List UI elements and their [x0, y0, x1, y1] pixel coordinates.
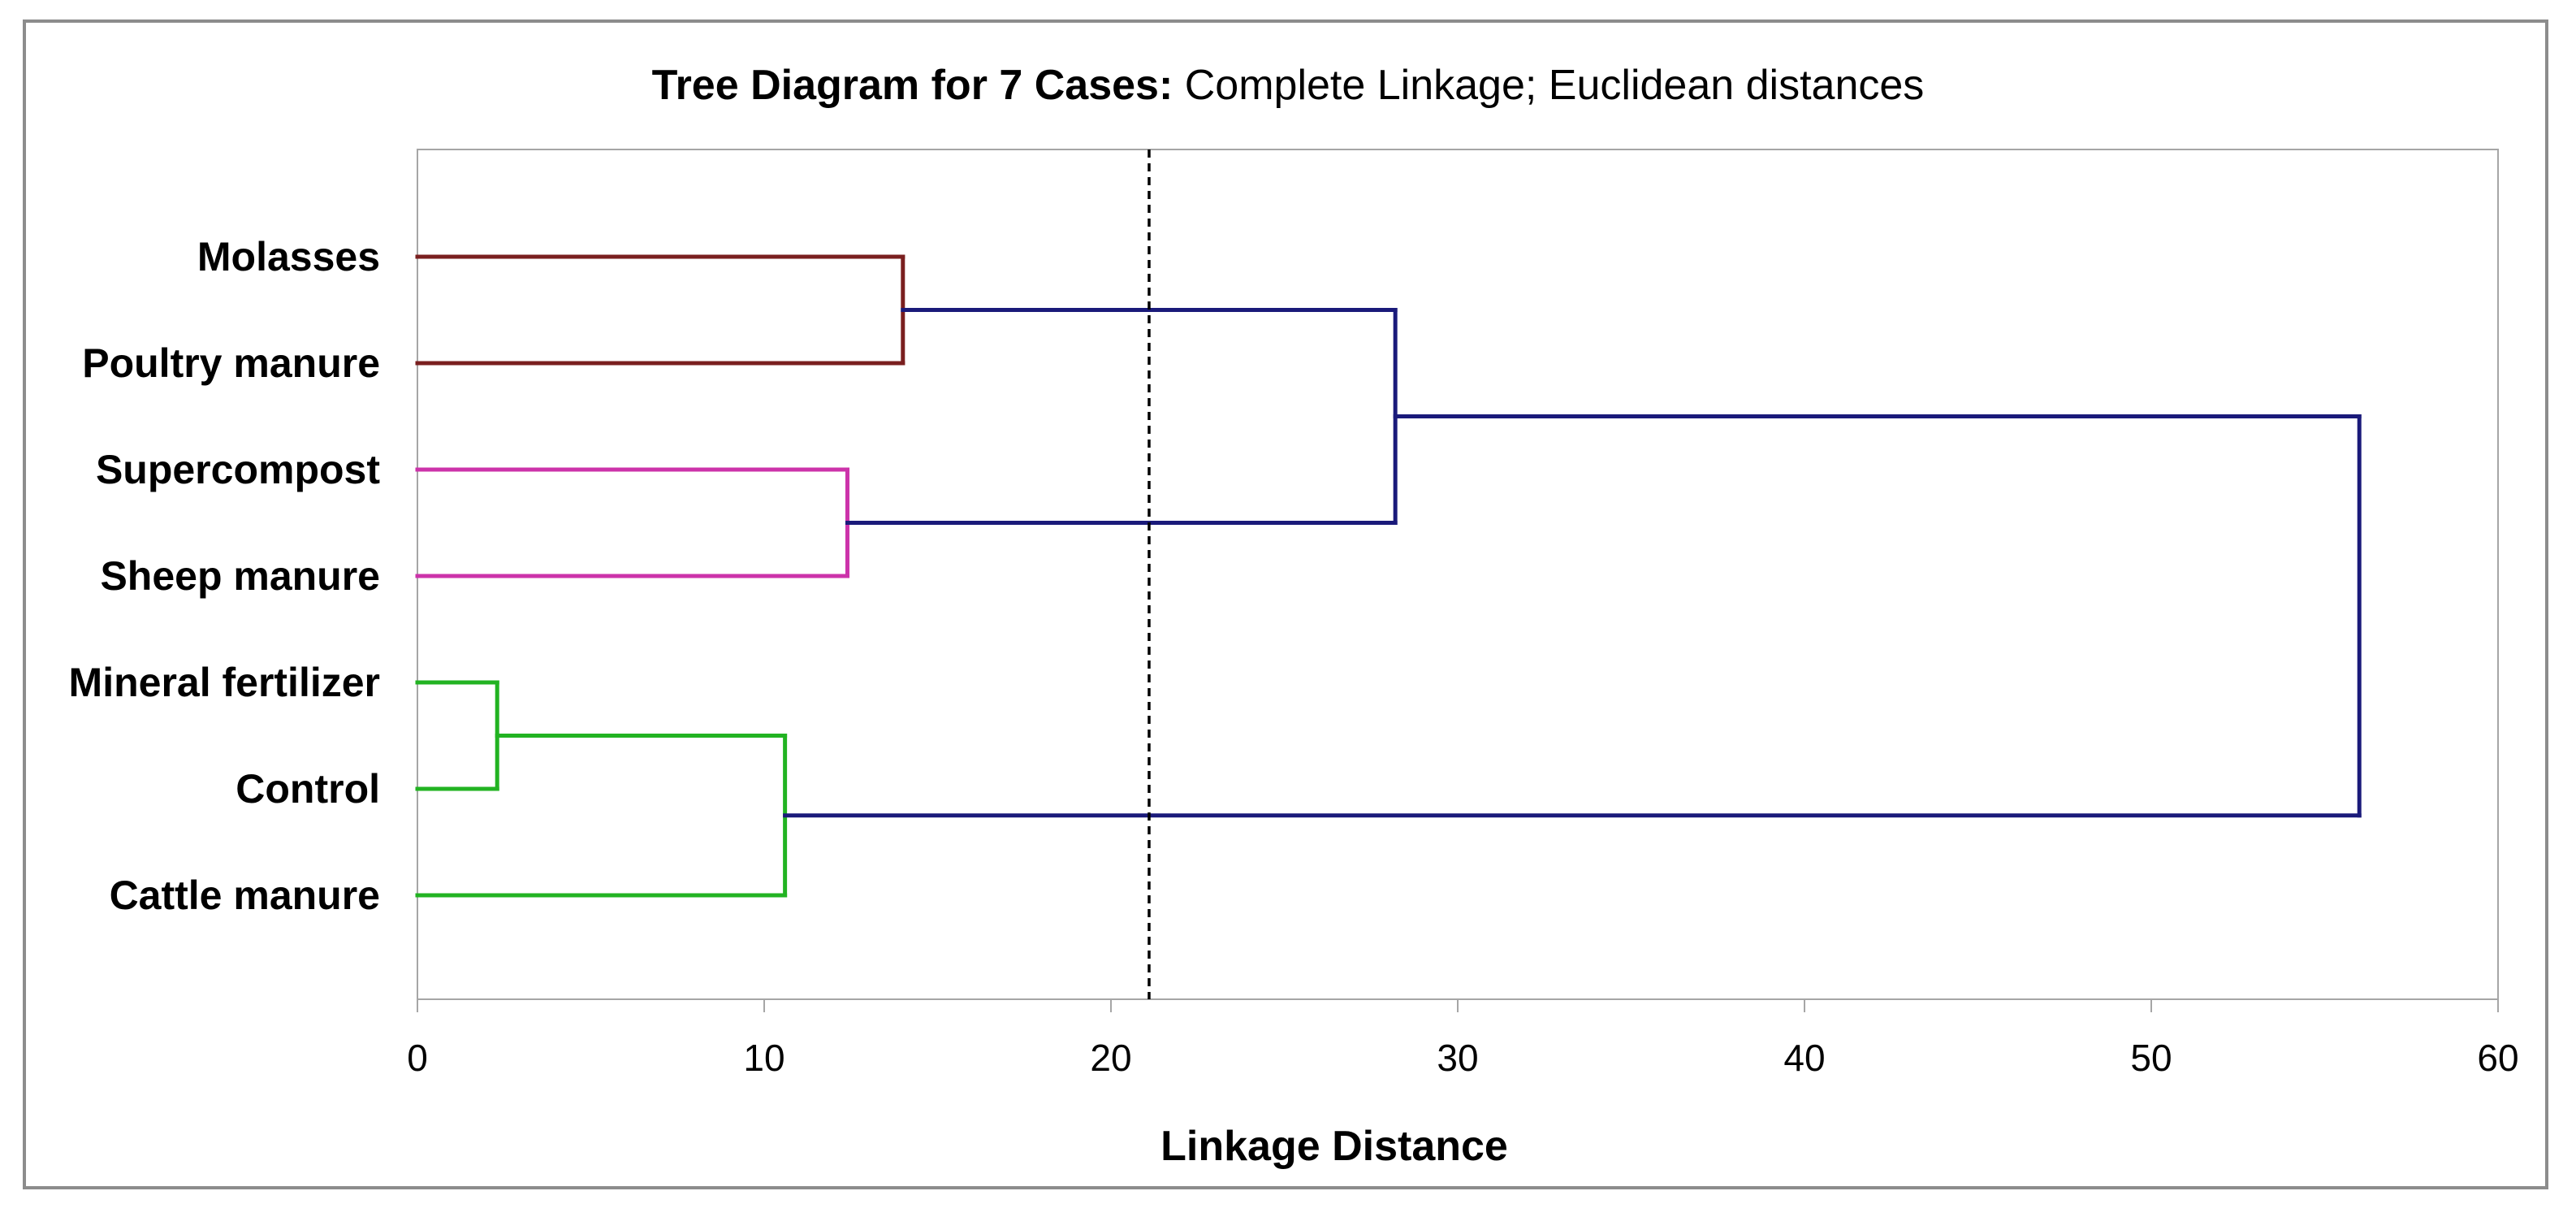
x-tick-label: 60 [2477, 1037, 2518, 1079]
x-tick-label: 40 [1783, 1037, 1825, 1079]
chart-title: Tree Diagram for 7 Cases: Complete Linka… [652, 62, 1925, 109]
x-axis-title: Linkage Distance [1160, 1123, 1508, 1170]
x-tick-label: 50 [2130, 1037, 2172, 1079]
dendrogram-tree [415, 254, 2362, 898]
case-label: Control [236, 766, 380, 812]
chart-title-bold: Tree Diagram for 7 Cases: [652, 62, 1173, 109]
chart-title-rest: Complete Linkage; Euclidean distances [1173, 62, 1924, 109]
x-axis: 0 10 20 30 40 50 60 [407, 999, 2519, 1079]
x-tick-label: 30 [1437, 1037, 1478, 1079]
case-label: Cattle manure [110, 873, 380, 918]
case-label: Poultry manure [82, 340, 380, 386]
case-label: Supercompost [96, 447, 380, 492]
case-labels: Molasses Poultry manure Supercompost Sheep … [69, 234, 381, 918]
chart-frame [23, 19, 2548, 1189]
x-tick-label: 0 [407, 1037, 428, 1079]
case-label: Molasses [197, 234, 380, 279]
x-tick-label: 20 [1090, 1037, 1131, 1079]
case-label: Sheep manure [100, 553, 380, 599]
x-tick-label: 10 [743, 1037, 784, 1079]
case-label: Mineral fertilizer [69, 660, 380, 705]
